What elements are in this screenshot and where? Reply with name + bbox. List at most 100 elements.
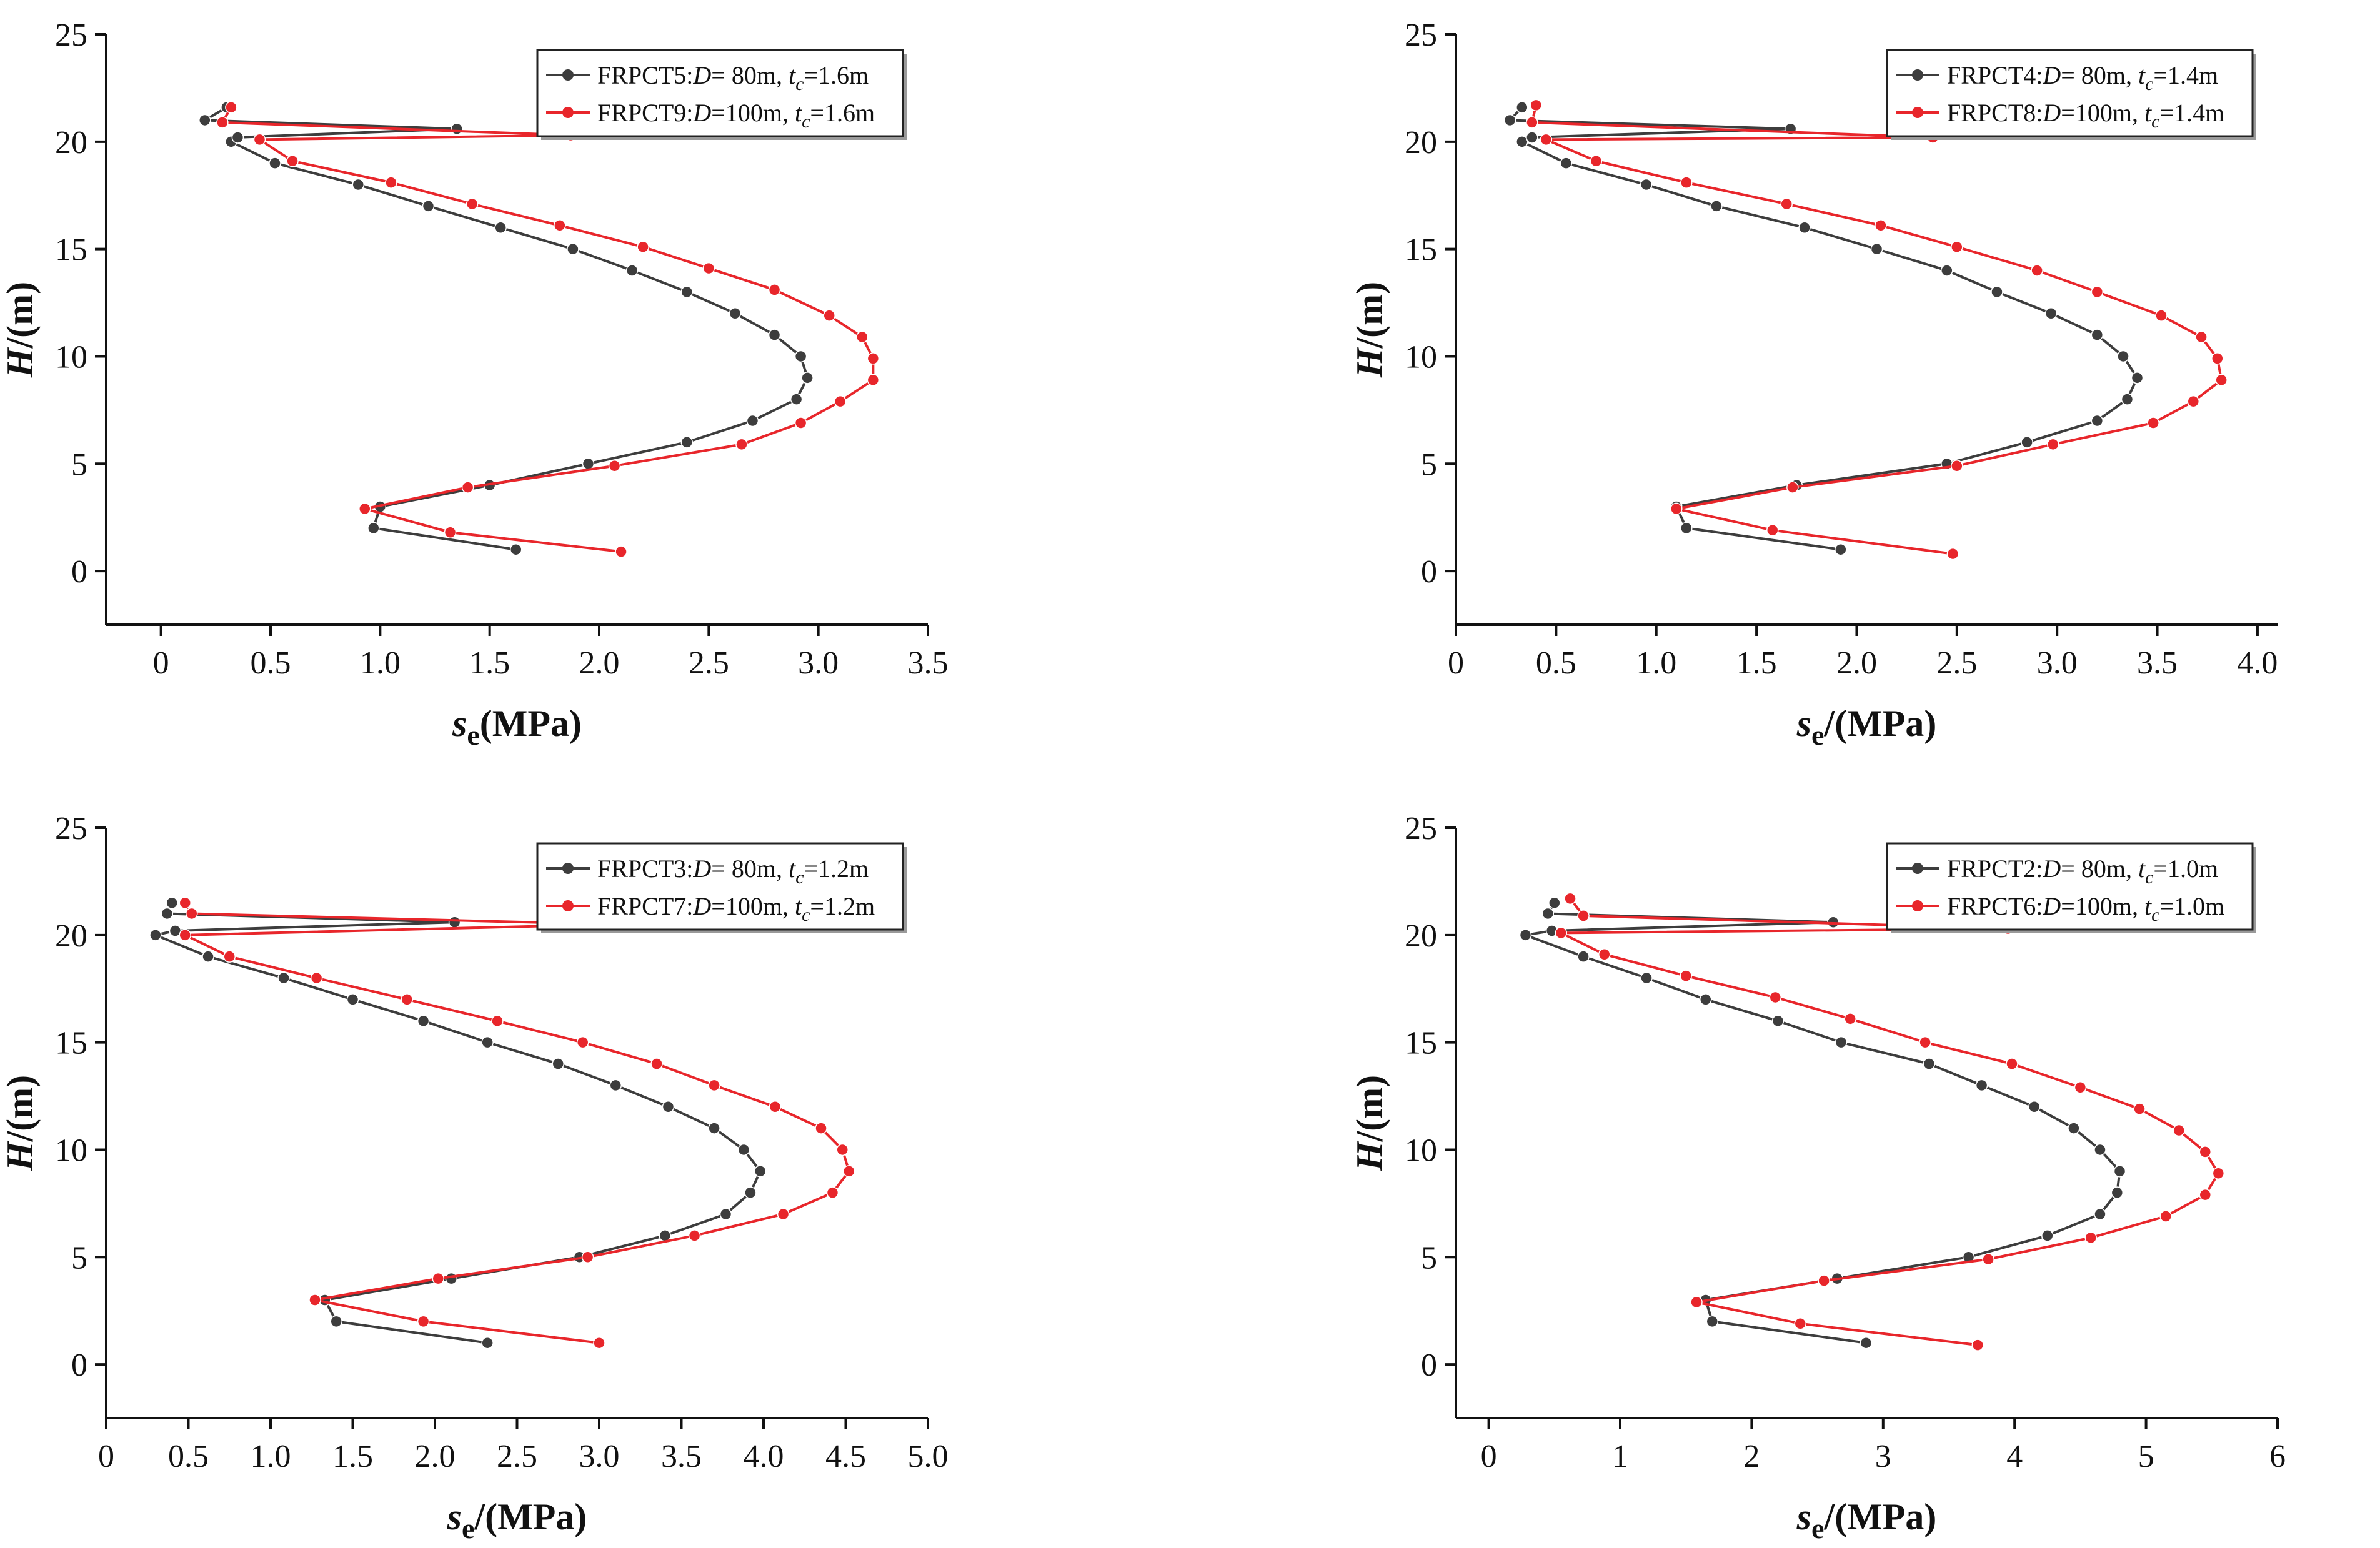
data-point xyxy=(729,307,742,320)
y-axis-title-unit: /(m) xyxy=(1350,1075,1390,1143)
y-tick-label: 0 xyxy=(1421,1347,1437,1383)
y-tick-label: 15 xyxy=(1405,232,1437,268)
y-tick-label: 15 xyxy=(1405,1026,1437,1061)
data-point xyxy=(2091,329,2104,341)
legend-d-symbol: D xyxy=(2042,892,2061,920)
legend-series-name: FRPCT8: xyxy=(1947,99,2043,127)
x-tick-label: 1.0 xyxy=(251,1439,291,1474)
x-tick-label: 5.0 xyxy=(908,1439,949,1474)
data-point xyxy=(625,264,639,277)
data-point xyxy=(2094,1208,2106,1221)
x-tick-label: 2.5 xyxy=(497,1439,537,1474)
data-point xyxy=(1541,907,1555,920)
y-tick-label: 25 xyxy=(55,17,87,53)
data-point xyxy=(823,309,835,322)
data-point xyxy=(1860,1336,1873,1349)
x-tick-label: 2.5 xyxy=(689,645,729,681)
legend-d-symbol: D xyxy=(692,855,711,883)
x-tick-label: 3.5 xyxy=(908,645,949,681)
data-point xyxy=(1680,522,1693,535)
series-FRPCT4 xyxy=(1503,101,2144,556)
data-point xyxy=(708,1122,720,1134)
data-point xyxy=(2031,264,2043,277)
data-point xyxy=(2047,438,2059,451)
legend-series-name: FRPCT6: xyxy=(1947,892,2043,920)
legend-t-subscript: c xyxy=(802,905,810,925)
legend-t-subscript: c xyxy=(795,867,804,888)
series-line xyxy=(1530,104,2223,555)
legend-t-value: =1.2m xyxy=(810,892,875,920)
legend-marker xyxy=(562,69,574,81)
data-point xyxy=(1598,948,1611,961)
legend-box xyxy=(1886,842,2254,931)
data-point xyxy=(2195,330,2208,344)
data-point xyxy=(310,971,323,985)
data-point xyxy=(1690,1296,1703,1309)
series-FRPCT5 xyxy=(199,101,814,556)
x-tick-label: 1.5 xyxy=(469,645,510,681)
data-point xyxy=(2084,1231,2097,1244)
x-tick-label: 0.5 xyxy=(168,1439,209,1474)
data-point xyxy=(735,438,748,451)
data-point xyxy=(637,241,649,253)
data-point xyxy=(1971,1339,1984,1351)
data-point xyxy=(2199,1146,2212,1158)
data-point xyxy=(1577,950,1590,963)
y-tick-label: 20 xyxy=(55,918,87,954)
x-axis-title-symbol: s xyxy=(447,1496,462,1537)
x-axis-title-subscript: e xyxy=(462,1512,474,1543)
x-tick-label: 0.5 xyxy=(1536,645,1576,681)
x-tick-label: 1.5 xyxy=(1736,645,1777,681)
legend-series-name: FRPCT5: xyxy=(597,61,693,89)
legend-t-subscript: c xyxy=(2145,867,2153,888)
data-point xyxy=(1516,136,1528,148)
x-axis-title: se(MPa) xyxy=(452,703,582,750)
data-point xyxy=(1680,970,1692,982)
data-point xyxy=(1941,264,1953,277)
x-tick-label: 0 xyxy=(153,645,169,681)
legend-marker xyxy=(1912,900,1923,911)
data-point xyxy=(417,1315,430,1328)
data-point xyxy=(719,1208,732,1221)
data-point xyxy=(1577,910,1590,922)
y-tick-label: 10 xyxy=(55,339,87,375)
data-point xyxy=(552,1058,564,1070)
data-point xyxy=(1530,99,1543,112)
legend-marker xyxy=(562,107,574,118)
data-point xyxy=(481,1336,494,1349)
data-point xyxy=(737,1143,750,1156)
data-point xyxy=(231,131,244,144)
y-axis-title-unit: /(m) xyxy=(0,282,41,349)
data-point xyxy=(2147,417,2159,429)
y-tick-label: 0 xyxy=(1421,554,1437,590)
x-tick-label: 3.5 xyxy=(661,1439,702,1474)
data-point xyxy=(777,1208,790,1221)
data-point xyxy=(554,219,566,232)
y-tick-label: 0 xyxy=(71,554,87,590)
data-point xyxy=(680,285,694,299)
data-point xyxy=(2212,1167,2225,1180)
x-axis-title-unit: /(MPa) xyxy=(1823,703,1936,744)
legend-label: FRPCT9:D=100m, tc=1.6m xyxy=(597,99,875,132)
x-axis-title-symbol: s xyxy=(452,703,467,744)
data-point xyxy=(2199,1188,2212,1201)
data-point xyxy=(286,154,299,167)
legend-t-symbol: t xyxy=(789,855,796,883)
data-point xyxy=(166,896,178,910)
data-point xyxy=(1794,1317,1806,1330)
data-point xyxy=(444,526,457,538)
legend-d-symbol: D xyxy=(2042,61,2061,89)
data-point xyxy=(1640,971,1653,985)
data-point xyxy=(432,1272,445,1285)
data-point xyxy=(1706,1315,1719,1328)
legend-t-subscript: c xyxy=(2151,111,2159,132)
data-point xyxy=(1818,1274,1830,1287)
data-point xyxy=(2131,372,2144,384)
legend-d-value: =100m, xyxy=(711,99,795,127)
chart-panel-bottom-left: 0 0.5 1.0 1.5 2.0 2.5 3.0 3.5 4.0 4.5 5.0 0 5 10 15 20 2… xyxy=(0,793,1025,1543)
data-point xyxy=(223,950,236,963)
legend-d-value: = 80m, xyxy=(2061,61,2138,89)
data-point xyxy=(576,1036,589,1049)
